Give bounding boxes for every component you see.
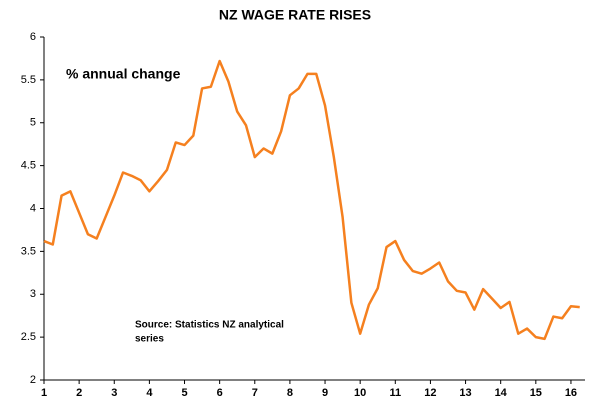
- x-tick-label: 6: [217, 387, 223, 399]
- data-line: [43, 59, 580, 341]
- x-tick-label: 8: [287, 387, 293, 399]
- x-tick-label: 1: [41, 387, 47, 399]
- x-tick-label: 4: [146, 387, 153, 399]
- x-tick-label: 15: [530, 387, 542, 399]
- y-tick-label: 2: [30, 374, 36, 386]
- y-tick-label: 5.5: [21, 74, 36, 86]
- y-tick-label: 3: [30, 288, 36, 300]
- x-tick-label: 10: [354, 387, 366, 399]
- chart-title: NZ WAGE RATE RISES: [219, 7, 371, 23]
- x-tick-label: 16: [565, 387, 577, 399]
- x-tick-label: 11: [389, 387, 401, 399]
- x-tick-label: 2: [76, 387, 82, 399]
- source-note: series: [135, 334, 164, 345]
- annotation: % annual change: [66, 66, 181, 82]
- source-note: Source: Statistics NZ analytical: [135, 320, 284, 331]
- x-tick-label: 13: [459, 387, 471, 399]
- x-tick-label: 7: [252, 387, 258, 399]
- x-tick-label: 14: [495, 387, 508, 399]
- x-tick-label: 5: [181, 387, 187, 399]
- y-tick-label: 4: [30, 202, 36, 214]
- y-tick-label: 2.5: [21, 331, 36, 343]
- x-tick-label: 3: [111, 387, 117, 399]
- x-tick-label: 12: [424, 387, 436, 399]
- y-tick-label: 4.5: [21, 160, 36, 172]
- y-tick-label: 6: [30, 31, 36, 43]
- x-tick-label: 9: [322, 387, 328, 399]
- y-tick-label: 3.5: [21, 245, 36, 257]
- y-tick-label: 5: [30, 117, 36, 129]
